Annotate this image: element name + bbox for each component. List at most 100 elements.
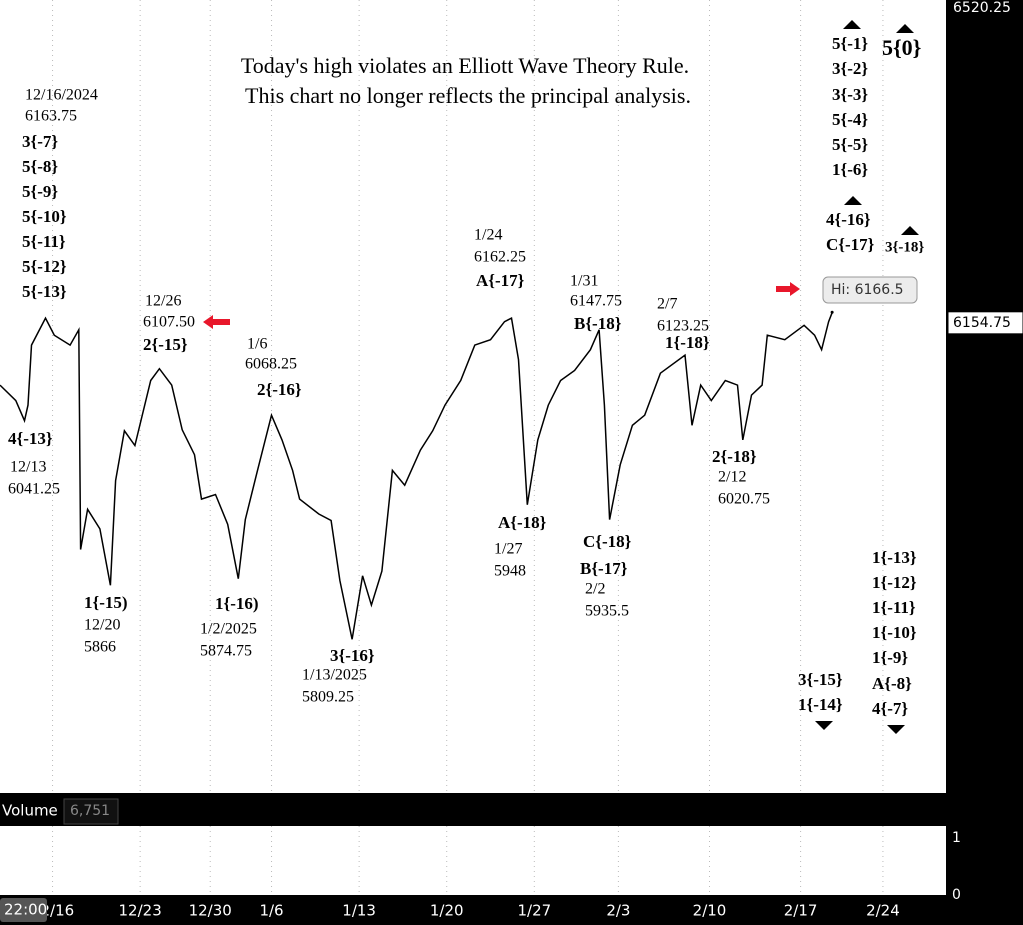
x-tick-label: 1/27 xyxy=(517,902,551,920)
annotation: 12/16/2024 xyxy=(25,87,98,104)
high-label: Hi: 6166.5 xyxy=(831,282,904,298)
annotation: 1{-11} xyxy=(872,598,916,617)
x-tick-label: 1/13 xyxy=(342,902,376,920)
x-tick-label: 12/30 xyxy=(189,902,232,920)
x-axis xyxy=(0,895,1023,925)
annotation: 1/24 xyxy=(474,227,502,244)
volume-tick-label: 1 xyxy=(952,830,961,846)
annotation: 1/6 xyxy=(247,336,267,353)
annotation: B{-17} xyxy=(580,559,628,578)
annotation: 1/27 xyxy=(494,541,522,558)
triangle-down xyxy=(815,721,905,734)
annotation: 3{-2} xyxy=(832,59,868,78)
annotation: 5948 xyxy=(494,563,526,580)
arrow xyxy=(203,315,230,329)
annotation: 1/13/2025 xyxy=(302,667,367,684)
last-price-box xyxy=(947,311,1023,335)
annotation: 1{-14} xyxy=(798,695,843,714)
annotation: B{-18} xyxy=(574,314,622,333)
x-tick-label: 2/17 xyxy=(784,902,818,920)
x-tick-label: 2/24 xyxy=(866,902,900,920)
annotation: 5866 xyxy=(84,639,116,656)
annotation: 6107.50 xyxy=(143,314,195,331)
annotation: 6147.75 xyxy=(570,293,622,310)
annotation: 2/12 xyxy=(718,469,746,486)
annotation: 1{-9} xyxy=(872,648,908,667)
x-tick-label: 2/3 xyxy=(606,902,630,920)
annotation: 1{-16) xyxy=(215,594,259,613)
x-tick-label: 1/6 xyxy=(259,902,283,920)
volume-box xyxy=(63,798,119,825)
annotation: 5{-8} xyxy=(22,157,58,176)
volume-panel xyxy=(0,826,946,895)
annotation: 3{-16} xyxy=(330,646,375,665)
x-tick-label: 12/23 xyxy=(119,902,162,920)
annotation: A{-18} xyxy=(498,513,547,532)
annotation: 5{-11} xyxy=(22,232,66,251)
annotation: 1{-12} xyxy=(872,573,917,592)
annotation: 6068.25 xyxy=(245,356,297,373)
annotation: 3{-7} xyxy=(22,132,58,151)
annotation: 5{-12} xyxy=(22,257,67,276)
session-label: 22:00 xyxy=(4,901,47,919)
annotation: 6163.75 xyxy=(25,108,77,125)
annotation: 12/26 xyxy=(145,293,181,310)
volume-last: 6,751 xyxy=(70,803,110,819)
last-price: 6154.75 xyxy=(953,315,1011,331)
annotation: 4{-7} xyxy=(872,699,908,718)
high-callout xyxy=(822,276,918,304)
volume-axis xyxy=(946,826,1023,895)
annotation: 1{-6} xyxy=(832,160,868,179)
annotation: A{-17} xyxy=(476,271,525,290)
annotation: C{-18} xyxy=(583,532,632,551)
annotation: C{-17} xyxy=(826,235,875,254)
annotation: 2/7 xyxy=(657,296,677,313)
annotation: 5{-5} xyxy=(832,135,868,154)
arrow xyxy=(776,282,800,296)
chart-subtitle: This chart no longer reflects the princi… xyxy=(245,83,691,108)
chart-title: Today's high violates an Elliott Wave Th… xyxy=(241,53,689,78)
annotation: 4{-13} xyxy=(8,429,53,448)
annotation: 2{-15} xyxy=(143,335,188,354)
annotation: 5{-9} xyxy=(22,182,58,201)
annotation: 3{-18} xyxy=(885,239,924,255)
top-label: 6520.25 xyxy=(953,0,1011,16)
x-tick-label: 1/20 xyxy=(430,902,464,920)
annotation: 3{-3} xyxy=(832,85,868,104)
annotation: 2{-16} xyxy=(257,380,302,399)
annotation: 3{-15} xyxy=(798,670,843,689)
session-box xyxy=(0,898,47,922)
annotation: 1/31 xyxy=(570,273,598,290)
annotation: 5{0} xyxy=(882,35,921,60)
annotation: 4{-16} xyxy=(826,210,871,229)
annotation: 6041.25 xyxy=(8,481,60,498)
annotation: 12/13 xyxy=(10,459,46,476)
y-axis xyxy=(946,0,1023,793)
annotation: 1{-10} xyxy=(872,623,917,642)
annotation: 5{-1} xyxy=(832,34,868,53)
annotation: A{-8} xyxy=(872,674,912,693)
annotation: 6020.75 xyxy=(718,491,770,508)
annotation: 5935.5 xyxy=(585,603,629,620)
annotation: 6123.25 xyxy=(657,318,709,335)
annotation: 5{-13} xyxy=(22,282,67,301)
annotation: 1/2/2025 xyxy=(200,621,257,638)
annotation: 5874.75 xyxy=(200,643,252,660)
annotation: 2{-18} xyxy=(712,447,757,466)
volume-label: Volume xyxy=(2,802,58,820)
annotation: 12/20 xyxy=(84,617,120,634)
annotation: 5{-4} xyxy=(832,110,868,129)
annotation: 1{-18} xyxy=(665,333,710,352)
price-line xyxy=(0,312,833,640)
x-tick-label: 2/10 xyxy=(693,902,727,920)
annotation: 5809.25 xyxy=(302,689,354,706)
high-point xyxy=(830,310,834,314)
volume-header xyxy=(0,797,946,826)
annotation: 2/2 xyxy=(585,581,605,598)
annotation: 1{-13} xyxy=(872,548,917,567)
volume-tick-label: 0 xyxy=(952,887,961,903)
annotation: 5{-10} xyxy=(22,207,67,226)
price-panel xyxy=(0,0,946,793)
annotation: 6162.25 xyxy=(474,249,526,266)
